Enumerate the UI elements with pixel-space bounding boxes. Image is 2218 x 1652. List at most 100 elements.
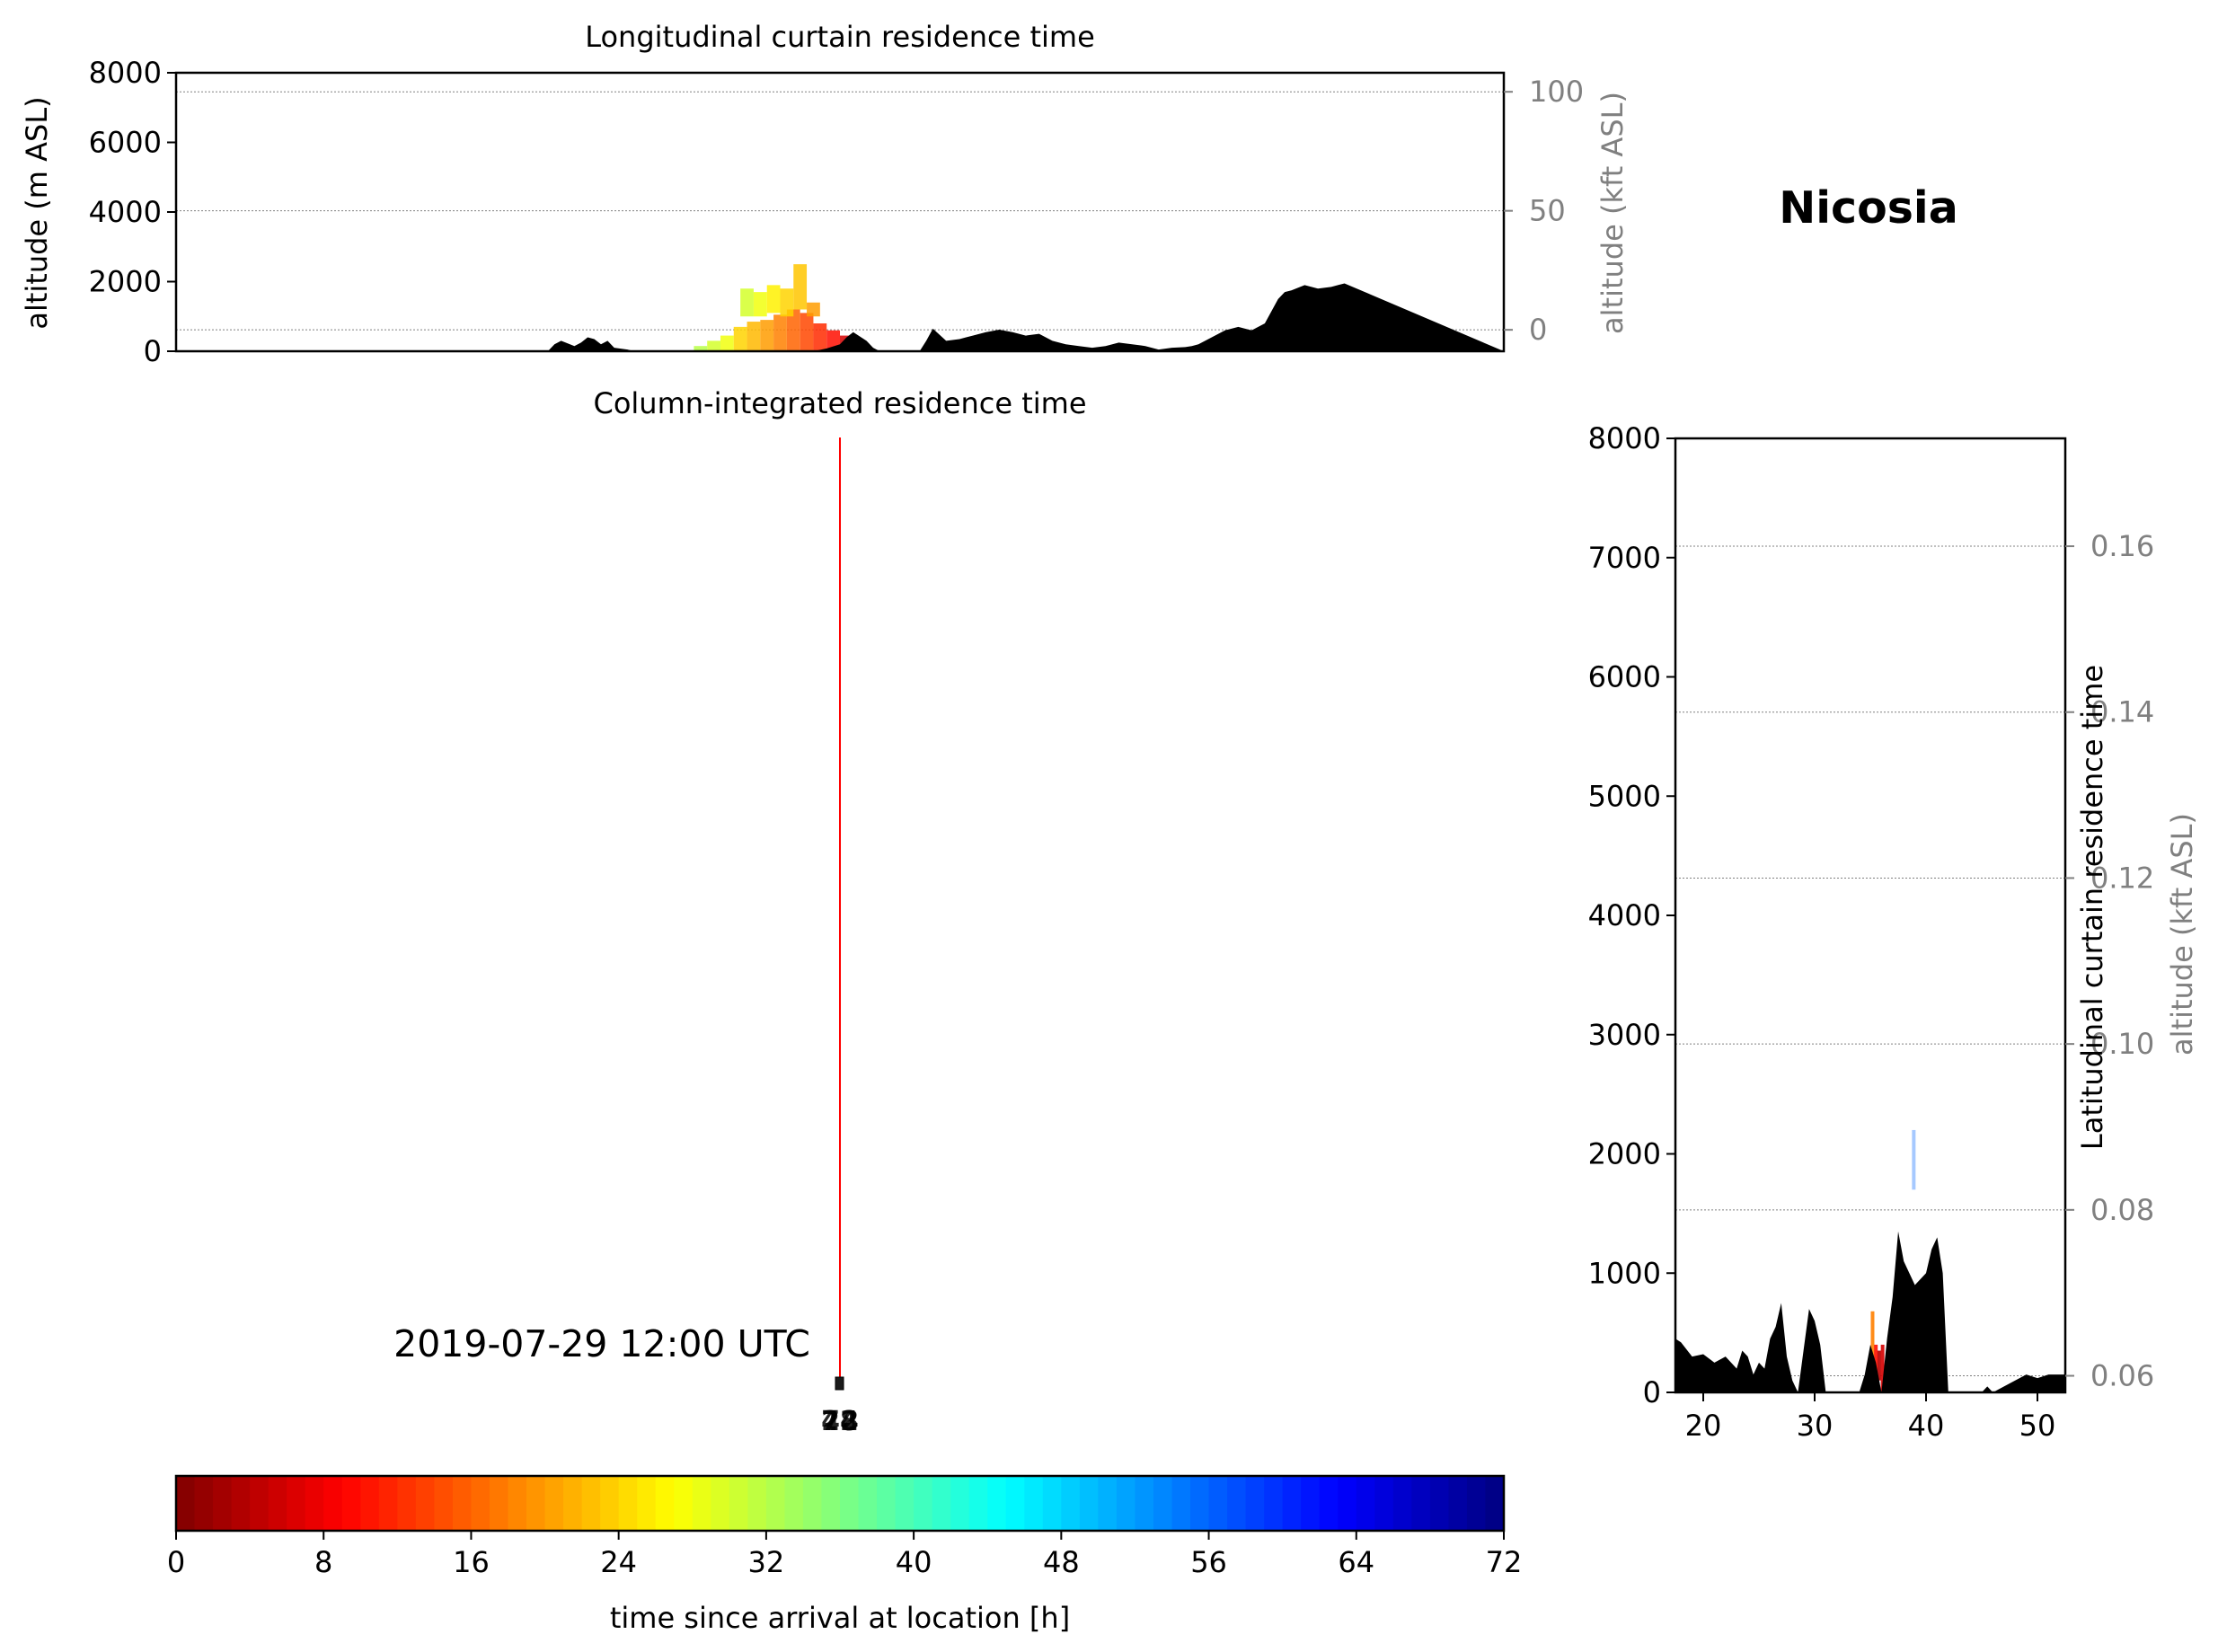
latitudinal-ytick-label: 7000 [1588, 541, 1661, 575]
colorbar-band [1153, 1476, 1173, 1531]
colorbar-band [1282, 1476, 1302, 1531]
longitudinal-residence-cell [766, 285, 781, 314]
latitudinal-grid [1675, 545, 2065, 1377]
colorbar-band [914, 1476, 933, 1531]
location-title: Nicosia [1779, 182, 1958, 234]
colorbar-band [1411, 1476, 1431, 1531]
colorbar-tick-label: 56 [1190, 1545, 1227, 1579]
colorbar-band [1319, 1476, 1339, 1531]
colorbar-band [747, 1476, 767, 1531]
colorbar-band [397, 1476, 417, 1531]
latitudinal-ytick-label: 6000 [1588, 660, 1661, 694]
colorbar-band [637, 1476, 657, 1531]
colorbar-band [618, 1476, 638, 1531]
colorbar-band [581, 1476, 601, 1531]
colorbar-band [1190, 1476, 1210, 1531]
longitudinal-residence-cell [786, 309, 800, 351]
longitudinal-residence-cell [793, 264, 808, 310]
longitudinal-ytick-label: 8000 [89, 56, 162, 90]
longitudinal-residence-cell [694, 346, 708, 351]
latitudinal-residence-cell [1870, 1311, 1875, 1392]
longitudinal-residence-cell [773, 314, 787, 351]
column-integrated-panel: Column-integrated residence time 72 48 2… [393, 386, 1086, 1437]
colorbar-band [1171, 1476, 1191, 1531]
latitudinal-ytick-label: 2000 [1588, 1137, 1661, 1171]
colorbar-band [765, 1476, 786, 1531]
colorbar-band [895, 1476, 915, 1531]
colorbar-band [1245, 1476, 1265, 1531]
latitudinal-ytick-right-label: 0.08 [2090, 1193, 2154, 1227]
colorbar-band [692, 1476, 711, 1531]
latitudinal-xtick-label: 50 [2019, 1409, 2056, 1443]
colorbar-band [784, 1476, 804, 1531]
longitudinal-residence-cell [707, 340, 720, 351]
longitudinal-ytick-right-label: 0 [1529, 313, 1547, 347]
colorbar-tick-label: 8 [314, 1545, 332, 1579]
latitudinal-x-ticks: 20 30 40 50 [1685, 1392, 2056, 1443]
colorbar-band [287, 1476, 306, 1531]
colorbar-band [1356, 1476, 1375, 1531]
colorbar-tick-label: 24 [600, 1545, 637, 1579]
longitudinal-ytick-label: 4000 [89, 195, 162, 229]
colorbar-band [341, 1476, 361, 1531]
latitudinal-ytick-label: 3000 [1588, 1018, 1661, 1052]
colorbar-band [1079, 1476, 1099, 1531]
colorbar-band [526, 1476, 546, 1531]
colorbar-band [323, 1476, 343, 1531]
longitudinal-residence-cell [747, 322, 761, 351]
colorbar-band [1374, 1476, 1394, 1531]
colorbar-band [1208, 1476, 1228, 1531]
longitudinal-residence-cells [694, 264, 853, 351]
timestamp-label: 2019-07-29 12:00 UTC [393, 1322, 810, 1365]
colorbar-band [821, 1476, 841, 1531]
colorbar-ticks: 0 8 16 24 32 40 48 56 64 72 [167, 1531, 1523, 1579]
colorbar-band [1098, 1476, 1118, 1531]
longitudinal-residence-cell [780, 288, 794, 317]
longitudinal-residence-cell [800, 313, 814, 351]
colorbar-band [1392, 1476, 1412, 1531]
latitudinal-ylabel-right: altitude (kft ASL) [2165, 813, 2199, 1056]
latitudinal-ytick-right-label: 0.14 [2090, 695, 2154, 729]
colorbar-band [674, 1476, 694, 1531]
latitudinal-residence-cell [1877, 1350, 1881, 1381]
longitudinal-y-ticks-right: 0 50 100 [1504, 75, 1584, 347]
colorbar-band [968, 1476, 988, 1531]
colorbar-band [987, 1476, 1007, 1531]
colorbar-band [452, 1476, 473, 1531]
colorbar-tick-label: 32 [748, 1545, 785, 1579]
longitudinal-residence-cell [813, 323, 827, 351]
colorbar-band [360, 1476, 380, 1531]
colorbar-tick-label: 16 [453, 1545, 490, 1579]
colorbar-band [1061, 1476, 1081, 1531]
colorbar-band [1429, 1476, 1450, 1531]
colorbar-tick-label: 40 [896, 1545, 932, 1579]
latitudinal-xtick-label: 40 [1908, 1409, 1945, 1443]
longitudinal-ytick-label: 6000 [89, 126, 162, 160]
colorbar-band [250, 1476, 270, 1531]
colorbar-tick-label: 0 [167, 1545, 185, 1579]
latitudinal-xtick-label: 30 [1797, 1409, 1834, 1443]
longitudinal-ytick-label: 0 [144, 334, 162, 368]
longitudinal-residence-cell [760, 320, 774, 351]
colorbar-band [600, 1476, 620, 1531]
colorbar-band [877, 1476, 897, 1531]
colorbar-band [655, 1476, 675, 1531]
latitudinal-terrain [1675, 1231, 2065, 1392]
colorbar-band [711, 1476, 730, 1531]
latitudinal-ytick-label: 0 [1643, 1375, 1661, 1409]
latitudinal-ytick-label: 4000 [1588, 898, 1661, 932]
latitudinal-y-ticks: 0 1000 2000 3000 4000 5000 6000 7000 8000 [1588, 421, 1675, 1409]
colorbar-band [434, 1476, 454, 1531]
colorbar-band [213, 1476, 233, 1531]
latitudinal-title: Latitudinal curtain residence time [2075, 665, 2109, 1150]
colorbar-band [508, 1476, 527, 1531]
longitudinal-ytick-label: 2000 [89, 265, 162, 299]
latitudinal-ytick-label: 5000 [1588, 779, 1661, 813]
colorbar-tick-label: 72 [1486, 1545, 1523, 1579]
longitudinal-curtain-panel: Longitudinal curtain residence time 0 200… [20, 20, 1630, 368]
colorbar-band [802, 1476, 823, 1531]
colorbar-band [1135, 1476, 1154, 1531]
longitudinal-residence-cell [807, 302, 820, 317]
colorbar-band [840, 1476, 860, 1531]
longitudinal-title: Longitudinal curtain residence time [585, 20, 1095, 54]
